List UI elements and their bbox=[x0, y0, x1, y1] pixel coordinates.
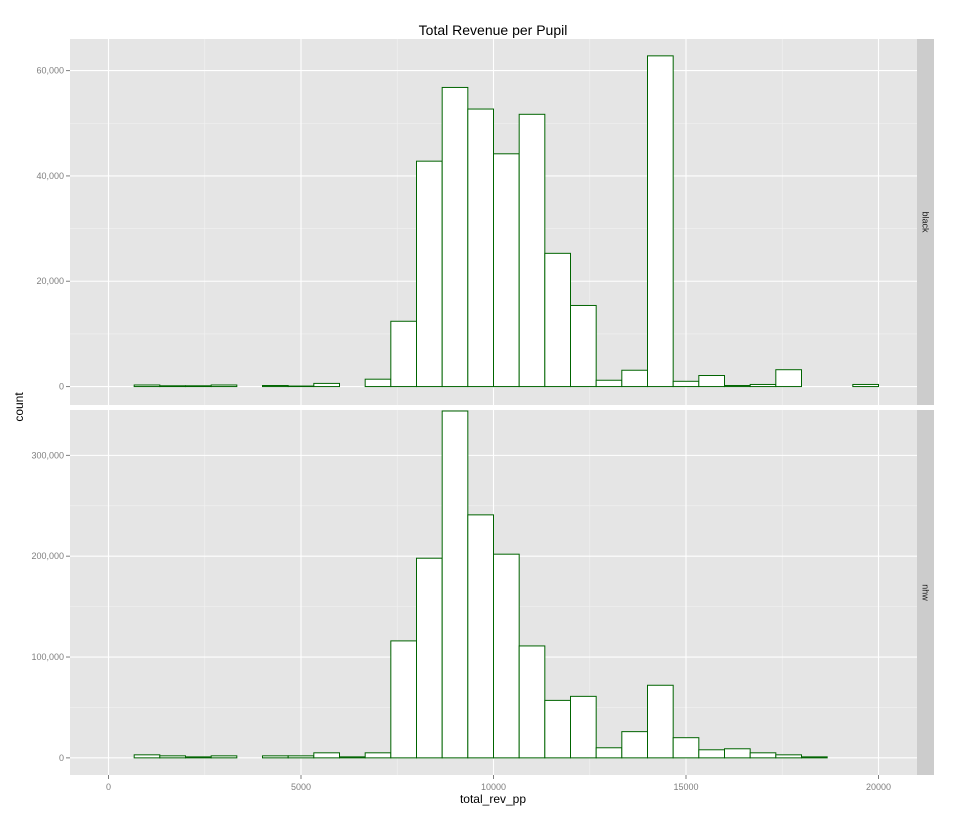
chart-title: Total Revenue per Pupil bbox=[419, 22, 568, 38]
histogram-bar bbox=[262, 385, 289, 388]
histogram-bar bbox=[313, 752, 340, 759]
histogram-bar bbox=[313, 382, 340, 388]
histogram-bar bbox=[467, 514, 494, 759]
x-axis: 0 5000 10000 15000 20000 bbox=[106, 775, 891, 792]
y-tick-label: 200,000 bbox=[31, 551, 64, 561]
histogram-bar bbox=[467, 108, 494, 388]
facet-panel-black: 0 20,000 40,000 60,000 black bbox=[36, 39, 934, 405]
histogram-bar bbox=[390, 320, 417, 388]
y-tick-label: 0 bbox=[59, 753, 64, 763]
histogram-bar bbox=[672, 737, 700, 759]
histogram-bar bbox=[364, 378, 392, 388]
histogram-bar bbox=[570, 304, 597, 388]
histogram-bar bbox=[441, 86, 469, 388]
y-tick-label: 300,000 bbox=[31, 450, 64, 460]
histogram-bar bbox=[544, 252, 571, 388]
histogram-bar bbox=[698, 375, 725, 388]
histogram-bar bbox=[133, 384, 161, 388]
histogram-bar bbox=[416, 160, 443, 388]
x-tick-label: 5000 bbox=[291, 782, 311, 792]
histogram-bar bbox=[544, 699, 571, 759]
histogram-bar bbox=[775, 369, 802, 388]
x-axis-title: total_rev_pp bbox=[460, 792, 526, 806]
y-tick-label: 60,000 bbox=[36, 66, 64, 76]
histogram-bar bbox=[570, 695, 597, 759]
histogram-bar bbox=[390, 640, 417, 759]
histogram-bar bbox=[621, 731, 648, 759]
histogram-bar bbox=[724, 748, 751, 759]
histogram-bar bbox=[133, 754, 161, 759]
histogram-bar bbox=[672, 380, 700, 388]
facet-panels: 0 20,000 40,000 60,000 black 0 100,000 200,000 3… bbox=[31, 39, 934, 775]
y-axis-title: count bbox=[12, 392, 26, 422]
histogram-bar bbox=[647, 684, 674, 759]
histogram-bar bbox=[441, 410, 469, 759]
x-tick-label: 15000 bbox=[673, 782, 698, 792]
histogram-bar bbox=[210, 755, 238, 759]
histogram-bar bbox=[159, 385, 186, 388]
histogram-bar bbox=[416, 557, 443, 759]
y-tick-label: 100,000 bbox=[31, 652, 64, 662]
histogram-bar bbox=[775, 754, 802, 759]
y-tick-label: 0 bbox=[59, 382, 64, 392]
histogram-bar bbox=[595, 747, 623, 759]
x-tick-label: 0 bbox=[106, 782, 111, 792]
facet-strip bbox=[917, 410, 934, 775]
histogram-bar bbox=[749, 383, 777, 388]
histogram-bar bbox=[185, 385, 212, 388]
histogram-bar bbox=[518, 113, 546, 388]
histogram-bar bbox=[749, 752, 777, 759]
histogram-bar bbox=[210, 384, 238, 388]
histogram-bar bbox=[647, 55, 674, 388]
y-tick-label: 40,000 bbox=[36, 171, 64, 181]
histogram-bar bbox=[621, 369, 648, 388]
histogram-bar bbox=[364, 752, 392, 759]
facet-panel-nhw: 0 100,000 200,000 300,000 nhw bbox=[31, 410, 934, 775]
histogram-bar bbox=[724, 385, 751, 388]
facet-strip-label: nhw bbox=[921, 584, 931, 601]
x-tick-label: 10000 bbox=[481, 782, 506, 792]
histogram-bar bbox=[852, 383, 879, 388]
histogram-bar bbox=[595, 379, 623, 388]
facet-strip-label: black bbox=[921, 211, 931, 233]
facet-strip bbox=[917, 39, 934, 405]
histogram-bar bbox=[493, 153, 520, 388]
histogram-bar bbox=[185, 756, 212, 759]
histogram-bar bbox=[339, 756, 366, 759]
histogram-bar bbox=[801, 756, 828, 759]
histogram-bar bbox=[159, 755, 186, 759]
histogram-bar bbox=[518, 645, 546, 759]
histogram-bar bbox=[287, 755, 315, 759]
y-tick-label: 20,000 bbox=[36, 276, 64, 286]
x-tick-label: 20000 bbox=[866, 782, 891, 792]
histogram-bar bbox=[698, 749, 725, 759]
histogram-bar bbox=[287, 385, 315, 388]
histogram-bar bbox=[262, 755, 289, 759]
histogram-bar bbox=[493, 553, 520, 759]
